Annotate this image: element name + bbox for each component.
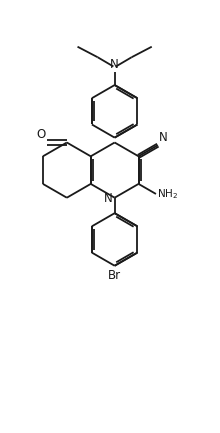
Text: N: N — [110, 58, 119, 71]
Text: NH$_2$: NH$_2$ — [157, 187, 178, 201]
Text: O: O — [36, 128, 45, 141]
Text: N: N — [104, 192, 113, 205]
Text: N: N — [159, 131, 168, 144]
Text: Br: Br — [108, 269, 121, 282]
